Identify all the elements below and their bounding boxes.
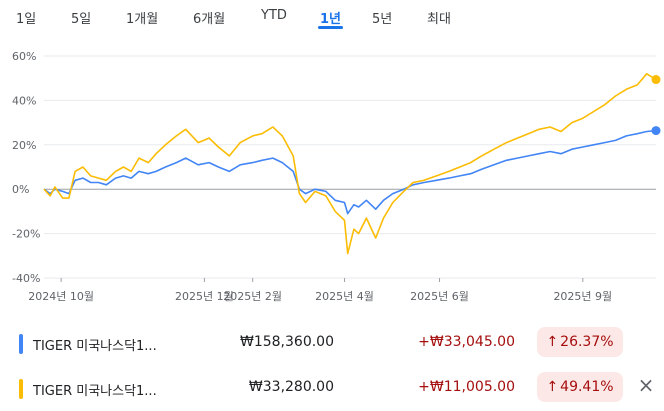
- y-tick-label: 40%: [12, 94, 36, 107]
- security-name[interactable]: TIGER 미국나스닥1...: [33, 384, 157, 399]
- y-tick-label: 60%: [12, 50, 36, 63]
- tab-max[interactable]: 최대: [427, 12, 451, 27]
- series-end-point-1: [651, 126, 661, 136]
- tab-1d[interactable]: 1일: [16, 12, 37, 27]
- security-price: ₩158,360.00: [239, 334, 334, 350]
- close-icon[interactable]: ×: [637, 373, 655, 397]
- series-end-point-2: [651, 75, 661, 85]
- percent-change: 49.41%: [560, 379, 614, 395]
- arrow-up-icon: ↑: [546, 379, 559, 395]
- series-color-swatch: [19, 379, 23, 399]
- tab-ytd[interactable]: YTD: [261, 8, 287, 23]
- x-tick-label: 2024년 10월: [28, 290, 94, 303]
- x-tick-label: 2025년 9월: [553, 290, 612, 303]
- price-change: +₩33,045.00: [418, 334, 515, 350]
- tab-6m[interactable]: 6개월: [193, 12, 226, 27]
- x-tick-label: 2025년 2월: [223, 290, 282, 303]
- security-name[interactable]: TIGER 미국나스닥1...: [33, 339, 157, 354]
- series-line-2: [43, 73, 657, 255]
- x-tick-label: 2025년 6월: [410, 290, 469, 303]
- y-tick-label: 20%: [12, 139, 36, 152]
- legend-row-2: TIGER 미국나스닥1... ₩33,280.00 +₩11,005.00 ↑…: [0, 367, 664, 411]
- y-tick-label: 0%: [12, 183, 29, 196]
- active-tab-indicator: [318, 26, 343, 29]
- series-color-swatch: [19, 334, 23, 354]
- tab-1y[interactable]: 1년: [320, 12, 342, 27]
- comparison-chart: 60%40%20%0%-20%-40%2024년 10월 2025년 1월2025…: [12, 50, 661, 303]
- time-range-tabs: 1일 5일 1개월 6개월 YTD 1년 5년 최대: [0, 0, 664, 34]
- percent-change-badge: ↑ 49.41%: [537, 372, 623, 402]
- price-change: +₩11,005.00: [418, 379, 515, 395]
- percent-change: 26.37%: [560, 334, 614, 350]
- x-tick-label: 2025년 1월: [175, 290, 234, 303]
- percent-change-badge: ↑ 26.37%: [537, 327, 623, 357]
- tab-5y[interactable]: 5년: [372, 12, 393, 27]
- tab-5d[interactable]: 5일: [71, 12, 92, 27]
- legend-row-1: TIGER 미국나스닥1... ₩158,360.00 +₩33,045.00 …: [0, 322, 664, 366]
- tab-1m[interactable]: 1개월: [126, 12, 159, 27]
- security-price: ₩33,280.00: [248, 379, 334, 395]
- series-line-1: [43, 129, 657, 215]
- y-tick-label: -20%: [12, 228, 40, 241]
- arrow-up-icon: ↑: [546, 334, 559, 350]
- x-tick-label: 2025년 4월: [315, 290, 374, 303]
- y-tick-label: -40%: [12, 272, 40, 285]
